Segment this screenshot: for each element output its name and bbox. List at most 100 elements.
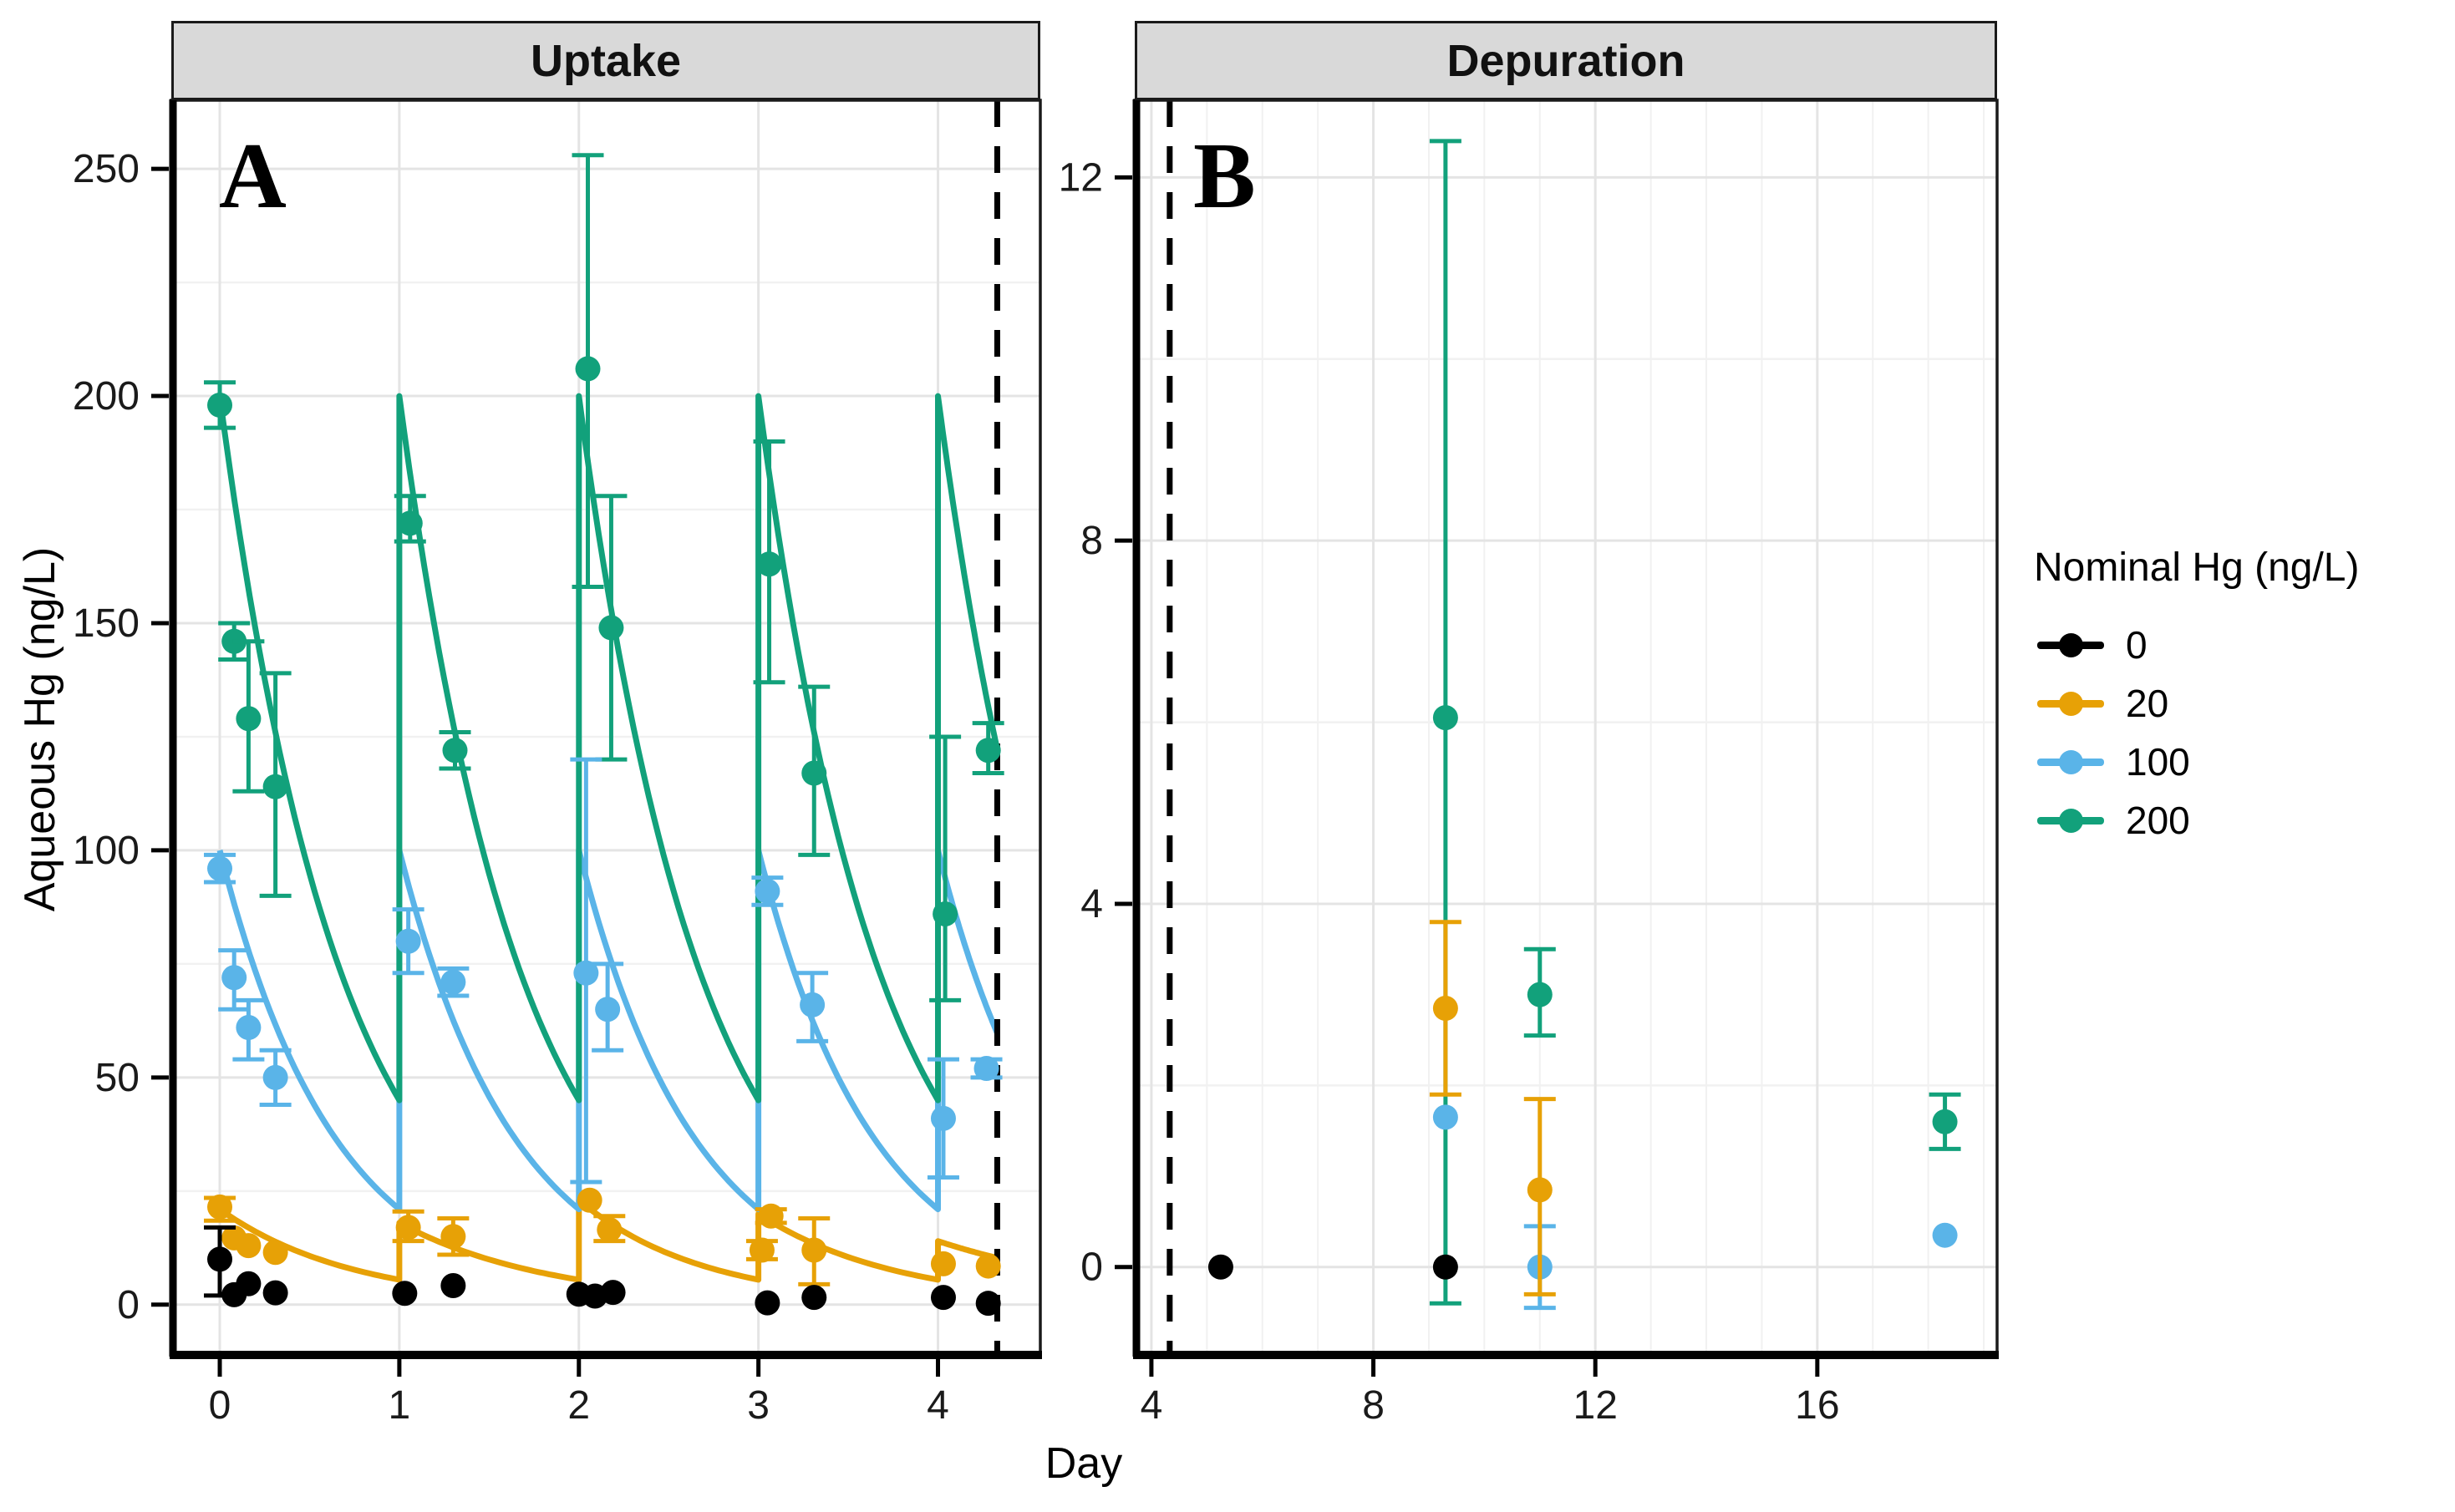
x-tick-label: 0 <box>209 1383 231 1428</box>
data-point <box>755 878 780 904</box>
data-point <box>1432 705 1458 731</box>
data-point <box>442 738 468 764</box>
legend-key-line-dot-icon <box>2037 804 2104 837</box>
panel-b-strip-label: Depuration <box>1446 35 1685 86</box>
x-tick-label: 1 <box>389 1383 411 1428</box>
data-point <box>575 356 601 382</box>
data-point <box>221 965 247 991</box>
panel-b-plot: 4 8 12 16 0 4 8 12 <box>1059 99 1999 1428</box>
data-point <box>1932 1222 1958 1248</box>
data-point <box>392 1281 418 1307</box>
data-point <box>395 1215 421 1241</box>
legend-item-200: 200 <box>2029 791 2451 850</box>
data-point <box>975 1253 1001 1279</box>
legend: Nominal Hg (ng/L) 0 20 100 200 <box>2029 545 2451 850</box>
panel-b-gridlines <box>1135 100 1997 1353</box>
data-point <box>756 551 782 577</box>
panel-a-letter: A <box>219 124 287 228</box>
panel-b-points-0 <box>1207 1254 1458 1280</box>
data-point <box>1932 1109 1958 1134</box>
data-point <box>973 1055 999 1081</box>
data-point <box>800 992 826 1017</box>
data-point <box>1432 995 1458 1021</box>
data-point <box>749 1237 775 1263</box>
data-point <box>207 855 233 881</box>
data-point <box>1432 1254 1458 1280</box>
data-point <box>975 738 1001 764</box>
panel-b-strip: Depuration <box>1135 21 1997 100</box>
y-tick-label: 0 <box>117 1283 140 1327</box>
legend-item-label: 0 <box>2126 623 2147 667</box>
data-point <box>975 1291 1001 1317</box>
data-point <box>598 615 624 641</box>
data-point <box>600 1280 626 1306</box>
legend-title: Nominal Hg (ng/L) <box>2034 545 2360 590</box>
x-tick-label: 2 <box>567 1383 590 1428</box>
legend-item-label: 100 <box>2126 740 2190 784</box>
legend-key-line-dot-icon <box>2037 687 2104 720</box>
data-point <box>207 1246 233 1272</box>
data-point <box>262 774 288 799</box>
data-point <box>1527 1177 1553 1203</box>
data-point <box>577 1187 602 1213</box>
y-tick-label: 200 <box>73 374 140 419</box>
y-tick-label: 0 <box>1080 1246 1103 1290</box>
panel-a-points-200 <box>204 153 1004 1002</box>
legend-item-20: 20 <box>2029 674 2451 733</box>
x-tick-label: 8 <box>1362 1383 1385 1428</box>
panel-a-points-100 <box>204 757 1003 1185</box>
panel-a-axis-ticks: 0 1 2 3 4 0 50 100 150 200 250 <box>73 147 949 1428</box>
y-tick-label: 8 <box>1080 519 1103 563</box>
data-point <box>440 969 466 995</box>
legend-key-line-dot-icon <box>2037 628 2104 662</box>
data-point <box>207 392 233 418</box>
x-tick-label: 4 <box>927 1383 949 1428</box>
x-axis-title: Day <box>1045 1439 1123 1488</box>
data-point <box>262 1280 288 1306</box>
data-point <box>262 1064 288 1090</box>
data-point <box>236 706 262 732</box>
x-tick-label: 4 <box>1141 1383 1163 1428</box>
y-tick-label: 150 <box>73 601 140 646</box>
legend-items: 0 20 100 200 <box>2029 616 2451 850</box>
data-point <box>236 1271 262 1296</box>
data-point <box>801 760 827 786</box>
data-point <box>930 1285 956 1311</box>
data-point <box>395 928 421 954</box>
legend-item-label: 20 <box>2126 682 2169 725</box>
legend-item-0: 0 <box>2029 616 2451 674</box>
x-tick-label: 16 <box>1795 1383 1839 1428</box>
x-tick-label: 3 <box>747 1383 770 1428</box>
data-point <box>755 1290 780 1316</box>
y-tick-label: 250 <box>73 147 140 191</box>
data-point <box>236 1015 262 1041</box>
data-point <box>573 960 599 986</box>
data-point <box>801 1237 827 1263</box>
legend-item-100: 100 <box>2029 733 2451 791</box>
panel-a-points-0 <box>204 1225 1001 1317</box>
data-point <box>930 1105 956 1131</box>
data-point <box>1432 1104 1458 1130</box>
legend-key-line-dot-icon <box>2037 745 2104 779</box>
panel-b-letter: B <box>1193 124 1256 228</box>
data-point <box>397 510 423 536</box>
data-point <box>236 1233 262 1259</box>
x-tick-label: 12 <box>1573 1383 1618 1428</box>
data-point <box>597 1217 623 1243</box>
panel-a-points-20 <box>204 1187 1001 1286</box>
data-point <box>801 1285 827 1311</box>
y-tick-label: 50 <box>95 1056 140 1100</box>
data-point <box>440 1224 466 1250</box>
data-point <box>595 997 621 1022</box>
panel-b-points-20 <box>1429 920 1556 1296</box>
panel-a-line-200 <box>216 393 1000 1104</box>
data-point <box>262 1240 288 1266</box>
data-point <box>440 1272 466 1298</box>
y-tick-label: 100 <box>73 829 140 873</box>
data-point <box>1527 982 1553 1007</box>
y-tick-label: 4 <box>1080 882 1103 926</box>
legend-item-label: 200 <box>2126 799 2190 842</box>
panel-a-line-20 <box>217 1197 999 1283</box>
